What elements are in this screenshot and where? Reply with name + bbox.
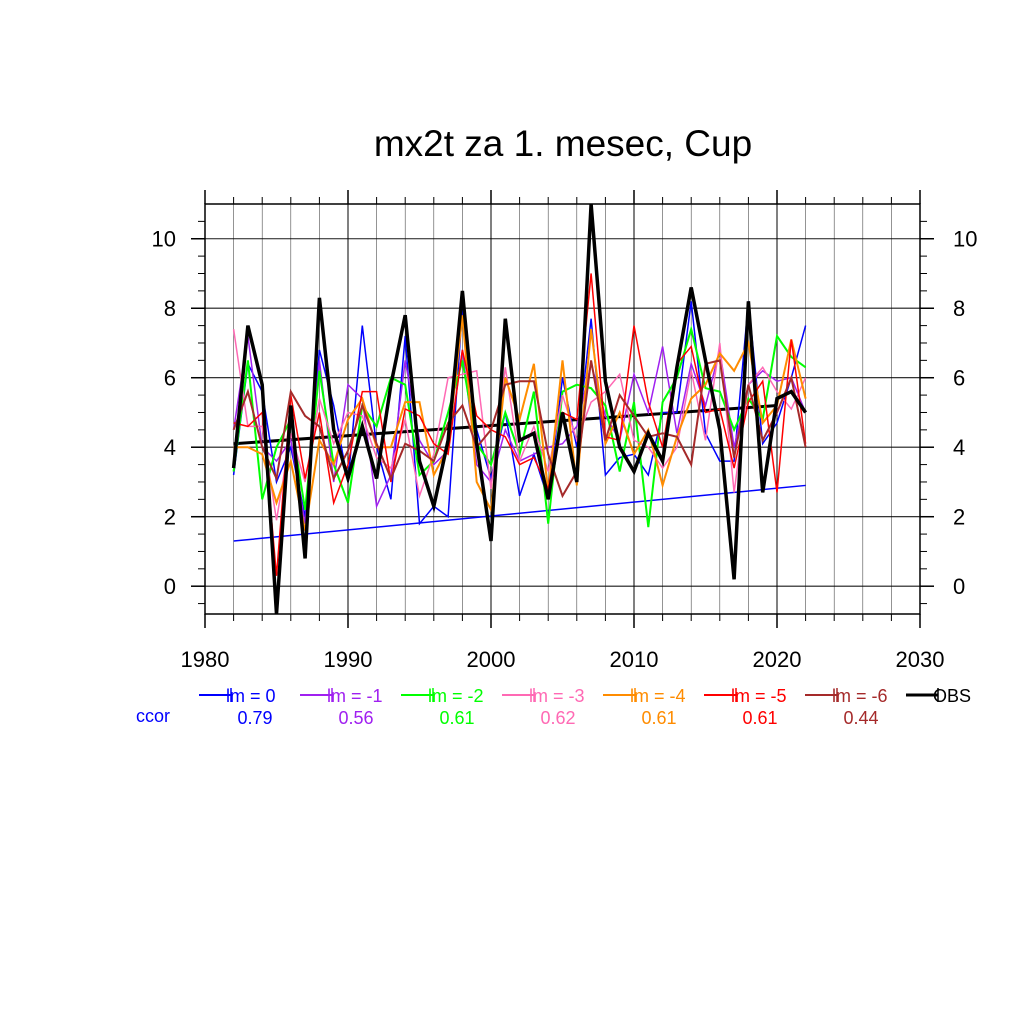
series-line <box>231 203 808 615</box>
series-lines <box>231 203 808 615</box>
ccor-value: 0.56 <box>338 708 373 728</box>
ccor-value: 0.79 <box>237 708 272 728</box>
plot-frame <box>204 203 921 615</box>
y-tick-label: 0 <box>164 574 176 599</box>
ccor-value: 0.61 <box>641 708 676 728</box>
legend-label: lm = -3 <box>529 686 585 706</box>
y-tick-label-right: 6 <box>953 366 965 391</box>
trend-line <box>233 484 806 542</box>
legend-label: lm = -6 <box>832 686 888 706</box>
y-tick-label-right: 10 <box>953 227 977 252</box>
legend-label: lm = -5 <box>731 686 787 706</box>
ccor-value: 0.62 <box>540 708 575 728</box>
x-tick-label: 2000 <box>467 647 516 672</box>
series-line <box>233 315 807 531</box>
x-tick-label: 2020 <box>753 647 802 672</box>
axis-ticks: 1980 1990 2000 2010 2020 2030 0 0 2 2 4 4 6 6 8 8 10 10 <box>152 190 977 672</box>
x-tick-label: 1990 <box>324 647 373 672</box>
ccor-value: 0.61 <box>742 708 777 728</box>
series-line <box>232 359 807 499</box>
chart-title: mx2t za 1. mesec, Cup <box>374 123 752 164</box>
series-line <box>232 328 807 521</box>
y-tick-label-right: 0 <box>953 574 965 599</box>
x-tick-label: 1980 <box>181 647 230 672</box>
y-tick-label: 10 <box>152 227 176 252</box>
legend-label: lm = 0 <box>226 686 276 706</box>
y-tick-label: 8 <box>164 296 176 321</box>
y-tick-label: 2 <box>164 505 176 530</box>
x-tick-label: 2030 <box>896 647 945 672</box>
x-tick-label: 2010 <box>610 647 659 672</box>
legend-label: lm = -1 <box>327 686 383 706</box>
legend-label: lm = -4 <box>630 686 686 706</box>
series-line <box>233 273 807 576</box>
y-tick-label-right: 4 <box>953 435 965 460</box>
y-tick-label-right: 2 <box>953 505 965 530</box>
y-tick-label-right: 8 <box>953 296 965 321</box>
ccor-value: 0.44 <box>843 708 878 728</box>
ccor-label: ccor <box>136 706 170 726</box>
ccor-value: 0.61 <box>439 708 474 728</box>
y-tick-label: 6 <box>164 366 176 391</box>
legend-label: OBS <box>933 686 971 706</box>
legend-label: lm = -2 <box>428 686 484 706</box>
y-tick-label: 4 <box>164 435 176 460</box>
